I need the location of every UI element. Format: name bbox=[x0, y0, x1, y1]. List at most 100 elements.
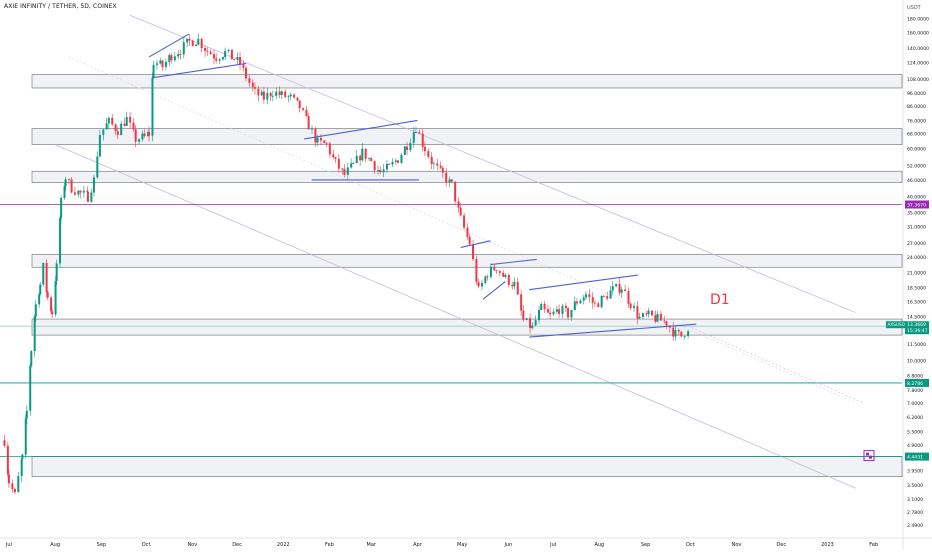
candle bbox=[280, 89, 283, 100]
candle bbox=[472, 239, 475, 261]
candle bbox=[448, 176, 451, 188]
x-tick-2: Sep bbox=[97, 542, 106, 548]
projection-line bbox=[691, 327, 864, 404]
price-label-bg-2 bbox=[905, 452, 929, 461]
candle bbox=[654, 310, 657, 324]
candle bbox=[423, 141, 426, 157]
candle bbox=[305, 105, 308, 118]
candle bbox=[498, 270, 501, 277]
candle bbox=[64, 176, 67, 191]
candle bbox=[151, 72, 154, 142]
candle bbox=[677, 328, 680, 336]
candle bbox=[394, 158, 397, 165]
candle bbox=[6, 441, 9, 478]
x-tick-6: 2022 bbox=[277, 542, 290, 548]
channel-line-1 bbox=[68, 56, 856, 404]
candle bbox=[30, 350, 33, 368]
y-tick-5: 96.0000 bbox=[907, 91, 926, 97]
last-price-value: 13.3669 bbox=[907, 322, 926, 328]
candle bbox=[251, 79, 254, 92]
candle bbox=[92, 174, 95, 197]
candle bbox=[278, 86, 281, 99]
last-price-countdown: 15:36:47 bbox=[907, 328, 928, 334]
candle bbox=[343, 164, 346, 178]
candle bbox=[445, 167, 448, 187]
candle bbox=[25, 405, 28, 424]
candle bbox=[116, 126, 119, 140]
y-tick-17: 21.0000 bbox=[907, 271, 926, 277]
candle bbox=[633, 302, 636, 312]
candle bbox=[687, 329, 690, 339]
pattern-line-8 bbox=[460, 240, 491, 248]
candle bbox=[7, 470, 10, 488]
candle bbox=[125, 111, 128, 127]
candle bbox=[672, 322, 675, 341]
candle bbox=[414, 126, 417, 134]
candle bbox=[575, 297, 578, 306]
candle bbox=[436, 158, 439, 171]
candle bbox=[224, 47, 227, 60]
candle bbox=[271, 90, 274, 102]
candle bbox=[636, 300, 639, 325]
candle bbox=[24, 414, 27, 459]
candle bbox=[221, 56, 224, 61]
y-tick-13: 35.0000 bbox=[907, 210, 926, 216]
candle bbox=[204, 45, 207, 57]
candle bbox=[289, 92, 292, 101]
candle bbox=[513, 277, 516, 290]
zone-2 bbox=[31, 170, 903, 183]
candle bbox=[67, 178, 70, 185]
pattern-line-5 bbox=[482, 281, 506, 300]
candle bbox=[182, 37, 185, 59]
pattern-line-0 bbox=[148, 33, 190, 58]
candle bbox=[450, 179, 453, 184]
candle bbox=[102, 129, 105, 141]
candle bbox=[107, 116, 110, 130]
candle bbox=[60, 195, 63, 223]
candle bbox=[86, 190, 89, 203]
candle bbox=[197, 33, 200, 46]
candle bbox=[680, 331, 683, 338]
candle bbox=[588, 289, 591, 303]
x-tick-12: Jul bbox=[549, 542, 556, 548]
x-tick-11: Jun bbox=[503, 542, 512, 548]
candle bbox=[659, 310, 662, 321]
candle bbox=[206, 46, 209, 57]
y-tick-20: 14.5000 bbox=[907, 315, 926, 321]
candle bbox=[134, 125, 137, 148]
y-tick-15: 27.0000 bbox=[907, 241, 926, 247]
last-price-bg bbox=[905, 321, 929, 335]
candle bbox=[558, 304, 561, 318]
candle bbox=[79, 189, 82, 199]
candle bbox=[45, 259, 48, 298]
candle bbox=[233, 58, 236, 62]
candle bbox=[209, 49, 212, 55]
candle bbox=[540, 302, 543, 311]
candle bbox=[645, 310, 648, 318]
y-tick-27: 5.5000 bbox=[907, 429, 923, 435]
candle bbox=[573, 296, 576, 311]
zone-3 bbox=[31, 254, 903, 268]
candle bbox=[179, 49, 182, 60]
candle bbox=[96, 151, 99, 179]
y-tick-21: 11.5000 bbox=[907, 342, 926, 348]
y-tick-11: 46.0000 bbox=[907, 178, 926, 184]
candle bbox=[406, 141, 409, 156]
candle bbox=[236, 52, 239, 65]
candle bbox=[534, 315, 537, 327]
candle bbox=[584, 291, 587, 300]
candle bbox=[337, 154, 340, 173]
candle bbox=[275, 87, 278, 100]
candle bbox=[55, 259, 58, 285]
candle bbox=[82, 185, 85, 198]
candle bbox=[34, 300, 37, 322]
candle bbox=[33, 314, 36, 357]
candle bbox=[504, 273, 507, 279]
candle bbox=[529, 313, 532, 334]
candle bbox=[427, 148, 430, 159]
y-tick-12: 40.0000 bbox=[907, 194, 926, 200]
x-tick-10: May bbox=[457, 542, 467, 548]
candle bbox=[385, 159, 388, 174]
